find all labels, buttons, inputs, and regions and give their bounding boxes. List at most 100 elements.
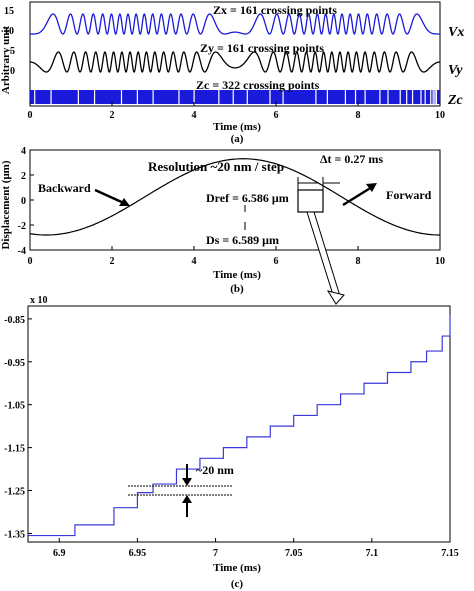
c-xtick-label: 6.9 bbox=[53, 548, 66, 559]
c-xtick-label: 7.15 bbox=[441, 548, 459, 559]
zc-gap bbox=[136, 90, 138, 104]
zc-gap bbox=[315, 90, 317, 104]
backward-arrowhead bbox=[119, 198, 130, 206]
c-xlabel: Time (ms) bbox=[213, 562, 261, 574]
zc-gap bbox=[411, 90, 414, 104]
zc-gap bbox=[282, 90, 284, 104]
a-xtick-label: 8 bbox=[356, 110, 361, 121]
zc-gap bbox=[432, 90, 434, 104]
b-xlabel: Time (ms) bbox=[213, 269, 261, 281]
a-ytick-0: 0 bbox=[10, 66, 15, 77]
a-ytick-15: 15 bbox=[4, 6, 14, 17]
b-caption: (b) bbox=[230, 283, 244, 295]
dt-annotation: Δt = 0.27 ms bbox=[320, 152, 383, 166]
zc-gap bbox=[178, 90, 180, 104]
forward-label: Forward bbox=[386, 188, 432, 202]
b-ylabel: Displacement (μm) bbox=[0, 160, 12, 249]
step-arrowhead-up bbox=[182, 495, 192, 503]
a-ytick-10: 10 bbox=[4, 26, 14, 37]
a-xtick-label: 10 bbox=[435, 110, 445, 121]
b-ytick-label: 4 bbox=[21, 146, 26, 157]
zc-gap bbox=[152, 90, 154, 104]
b-xtick-label: 0 bbox=[28, 256, 33, 267]
b-xtick-label: 10 bbox=[435, 256, 445, 267]
c-caption: (c) bbox=[231, 578, 244, 590]
zc-gap bbox=[344, 90, 347, 104]
zoom-arrow bbox=[306, 211, 341, 299]
ds-annotation: Ds = 6.589 μm bbox=[206, 233, 279, 247]
a-xlabel: Time (ms) bbox=[213, 121, 261, 133]
forward-arrow bbox=[342, 185, 373, 207]
panel-a-frame bbox=[29, 1, 441, 107]
b-ytick-label: 2 bbox=[21, 171, 26, 182]
a-xtick-label: 6 bbox=[274, 110, 279, 121]
zc-gap bbox=[387, 90, 389, 104]
a-caption: (a) bbox=[231, 133, 244, 145]
b-ytick-label: 0 bbox=[21, 196, 26, 207]
forward-arrowhead bbox=[366, 183, 377, 192]
c-ytick-label: -1.15 bbox=[4, 444, 25, 455]
zc-gap bbox=[364, 90, 366, 104]
zx-annotation: Zx = 161 crossing points bbox=[213, 3, 337, 17]
c-ytick-label: -1.25 bbox=[4, 487, 25, 498]
zy-annotation: Zy = 161 crossing points bbox=[200, 41, 324, 55]
displacement-series-line bbox=[29, 158, 441, 236]
vy-series-line bbox=[29, 51, 441, 73]
c-ytick-label: -0.85 bbox=[4, 315, 25, 326]
backward-arrow bbox=[94, 188, 127, 206]
zc-gap bbox=[50, 90, 52, 104]
zc-gap bbox=[34, 90, 36, 104]
zc-gap bbox=[435, 90, 438, 104]
c-yticks: -0.85 -0.95 -1.05 -1.15 -1.25 -1.35 bbox=[4, 315, 32, 540]
zc-gap bbox=[326, 90, 328, 104]
zoom-arrowhead bbox=[326, 290, 345, 305]
zc-band bbox=[30, 90, 440, 104]
a-xtick-label: 0 bbox=[28, 110, 33, 121]
zc-gap bbox=[354, 90, 357, 104]
zc-gap bbox=[120, 90, 123, 104]
b-xtick-label: 8 bbox=[356, 256, 361, 267]
c-ytick-label: -0.95 bbox=[4, 358, 25, 369]
zc-gap bbox=[420, 90, 422, 104]
c-xtick-label: 7 bbox=[213, 548, 218, 559]
vx-label: Vx bbox=[448, 25, 464, 40]
resolution-annotation: Resolution ~20 nm / step bbox=[148, 159, 284, 174]
a-ylabel: Arbitrary unit bbox=[0, 26, 12, 94]
zc-annotation: Zc = 322 crossing points bbox=[196, 78, 320, 92]
zc-gap bbox=[93, 90, 96, 104]
step-annotation: ~20 nm bbox=[196, 463, 234, 477]
zc-series-bars bbox=[30, 90, 440, 104]
zc-gap bbox=[424, 90, 426, 104]
c-xticks: 6.9 6.95 7 7.05 7.1 7.15 bbox=[53, 538, 459, 559]
c-xtick-label: 6.95 bbox=[129, 548, 147, 559]
step-arrowhead-down bbox=[182, 478, 192, 486]
panel-c-frame bbox=[27, 305, 451, 543]
b-xtick-label: 2 bbox=[110, 256, 115, 267]
c-ytick-label: -1.05 bbox=[4, 401, 25, 412]
b-xticks: 0 2 4 6 8 10 bbox=[28, 246, 445, 267]
zc-gap bbox=[430, 90, 432, 104]
zc-gap bbox=[269, 90, 271, 104]
backward-label: Backward bbox=[38, 181, 91, 195]
zc-gap bbox=[77, 90, 79, 104]
a-xticks: 0 2 4 6 8 10 bbox=[28, 102, 445, 121]
zc-gap bbox=[246, 90, 248, 104]
dref-annotation: Dref = 6.586 μm bbox=[206, 191, 289, 205]
b-xtick-label: 4 bbox=[192, 256, 197, 267]
zc-gap bbox=[193, 90, 195, 104]
zc-gap bbox=[379, 90, 381, 104]
b-yticks: 4 2 0 -2 -4 bbox=[18, 146, 34, 257]
zc-gap bbox=[399, 90, 401, 104]
a-xtick-label: 4 bbox=[192, 110, 197, 121]
zoom-box bbox=[297, 189, 324, 213]
zc-gap bbox=[406, 90, 408, 104]
a-ytick-5: 5 bbox=[10, 46, 15, 57]
zc-label: Zc bbox=[447, 93, 464, 108]
b-ytick-label: -4 bbox=[18, 246, 26, 257]
zc-gap bbox=[434, 90, 436, 104]
c-xtick-label: 7.05 bbox=[285, 548, 303, 559]
c-xtick-label: 7.1 bbox=[366, 548, 379, 559]
b-xtick-label: 6 bbox=[274, 256, 279, 267]
b-ytick-label: -2 bbox=[18, 221, 26, 232]
